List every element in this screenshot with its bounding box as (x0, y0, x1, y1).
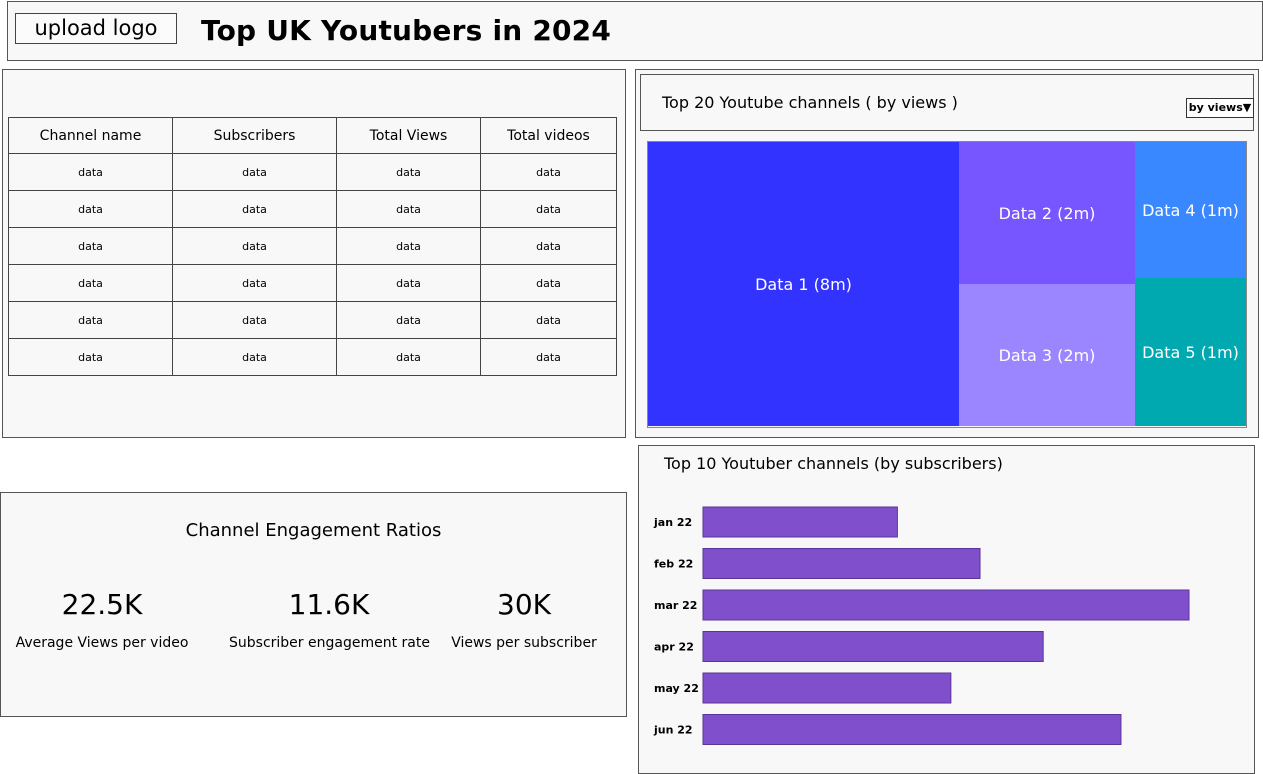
table-cell: data (480, 301, 617, 339)
bar-category-label: apr 22 (654, 641, 694, 654)
channel-table-panel: Channel name Subscribers Total Views Tot… (2, 69, 626, 438)
upload-logo-button[interactable]: upload logo (15, 13, 177, 44)
table-cell: data (336, 153, 481, 191)
metric-views-per-subscriber: 30K Views per subscriber (449, 588, 599, 651)
table-cell: data (336, 190, 481, 228)
table-cell: data (8, 153, 173, 191)
table-cell: data (480, 338, 617, 376)
page-title: Top UK Youtubers in 2024 (201, 14, 612, 47)
treemap-tile-label: Data 3 (2m) (998, 345, 1096, 365)
bar-category-label: jan 22 (653, 516, 692, 529)
engagement-title: Channel Engagement Ratios (185, 520, 442, 541)
column-header-channel-name[interactable]: Channel name (8, 117, 173, 154)
engagement-ratios-panel: Channel Engagement Ratios 22.5K Average … (0, 492, 627, 717)
treemap-title: Top 20 Youtube channels ( by views ) (662, 93, 958, 112)
header-bar: upload logo Top UK Youtubers in 2024 (7, 1, 1263, 61)
treemap-tile-label: Data 1 (8m) (755, 274, 852, 294)
metric-label: Views per subscriber (451, 635, 597, 651)
treemap-tile-label: Data 4 (1m) (1142, 200, 1239, 220)
metric-value: 22.5K (61, 588, 143, 621)
subscribers-bar-chart: jan 22 feb 22 mar 22 apr 22 may 22 jun 22 (653, 506, 1190, 745)
metric-value: 11.6K (288, 588, 370, 621)
treemap-tile-data-2[interactable]: Data 2 (2m) (959, 142, 1135, 284)
bar-apr-22[interactable] (702, 631, 1044, 662)
table-cell: data (172, 227, 337, 265)
table-header-row: Channel name Subscribers Total Views Tot… (8, 117, 617, 154)
metric-subscriber-engagement-rate: 11.6K Subscriber engagement rate (229, 588, 430, 651)
bar-jun-22[interactable] (702, 714, 1122, 745)
channel-table: Channel name Subscribers Total Views Tot… (8, 117, 617, 376)
metric-average-views-per-video: 22.5K Average Views per video (11, 588, 193, 651)
bar-chart-title: Top 10 Youtuber channels (by subscribers… (664, 454, 1003, 473)
table-cell: data (480, 153, 617, 191)
table-cell: data (336, 338, 481, 376)
treemap-tile-data-4[interactable]: Data 4 (1m) (1135, 142, 1246, 278)
table-cell: data (172, 153, 337, 191)
metric-value: 30K (497, 588, 551, 621)
bar-category-label: feb 22 (654, 558, 693, 571)
table-cell: data (172, 264, 337, 302)
table-row[interactable]: data data data data (8, 190, 617, 228)
table-cell: data (336, 264, 481, 302)
subscribers-bar-chart-panel: Top 10 Youtuber channels (by subscribers… (638, 445, 1255, 774)
bar-mar-22[interactable] (702, 589, 1190, 621)
table-row[interactable]: data data data data (8, 153, 617, 191)
treemap: Data 1 (8m) Data 2 (2m) Data 3 (2m) Data… (647, 141, 1247, 428)
treemap-tile-data-5[interactable]: Data 5 (1m) (1135, 278, 1246, 426)
table-cell: data (8, 301, 173, 339)
metric-label: Average Views per video (15, 635, 189, 651)
treemap-tile-data-3[interactable]: Data 3 (2m) (959, 284, 1135, 426)
table-row[interactable]: data data data data (8, 338, 617, 376)
treemap-header: Top 20 Youtube channels ( by views ) by … (640, 74, 1254, 131)
table-cell: data (480, 227, 617, 265)
column-header-subscribers[interactable]: Subscribers (172, 117, 337, 154)
treemap-tile-label: Data 2 (2m) (998, 203, 1096, 223)
table-row[interactable]: data data data data (8, 264, 617, 302)
sort-by-views-dropdown[interactable]: by views▼ (1186, 98, 1254, 118)
table-cell: data (8, 227, 173, 265)
bar-category-label: may 22 (654, 682, 699, 695)
table-row[interactable]: data data data data (8, 227, 617, 265)
bar-jan-22[interactable] (702, 506, 898, 538)
table-cell: data (172, 301, 337, 339)
column-header-total-views[interactable]: Total Views (336, 117, 481, 154)
treemap-tile-data-1[interactable]: Data 1 (8m) (648, 142, 959, 426)
table-row[interactable]: data data data data (8, 301, 617, 339)
table-cell: data (172, 338, 337, 376)
bar-feb-22[interactable] (702, 548, 981, 579)
views-treemap-panel: Top 20 Youtube channels ( by views ) by … (635, 69, 1259, 438)
table-cell: data (8, 338, 173, 376)
treemap-tile-label: Data 5 (1m) (1142, 342, 1239, 362)
table-cell: data (480, 190, 617, 228)
table-cell: data (336, 301, 481, 339)
column-header-total-videos[interactable]: Total videos (480, 117, 617, 154)
table-cell: data (480, 264, 617, 302)
bar-category-label: jun 22 (653, 724, 693, 737)
metric-label: Subscriber engagement rate (229, 635, 430, 651)
table-cell: data (8, 190, 173, 228)
bar-category-label: mar 22 (654, 599, 697, 612)
bar-may-22[interactable] (702, 672, 952, 704)
table-cell: data (172, 190, 337, 228)
table-cell: data (8, 264, 173, 302)
table-cell: data (336, 227, 481, 265)
